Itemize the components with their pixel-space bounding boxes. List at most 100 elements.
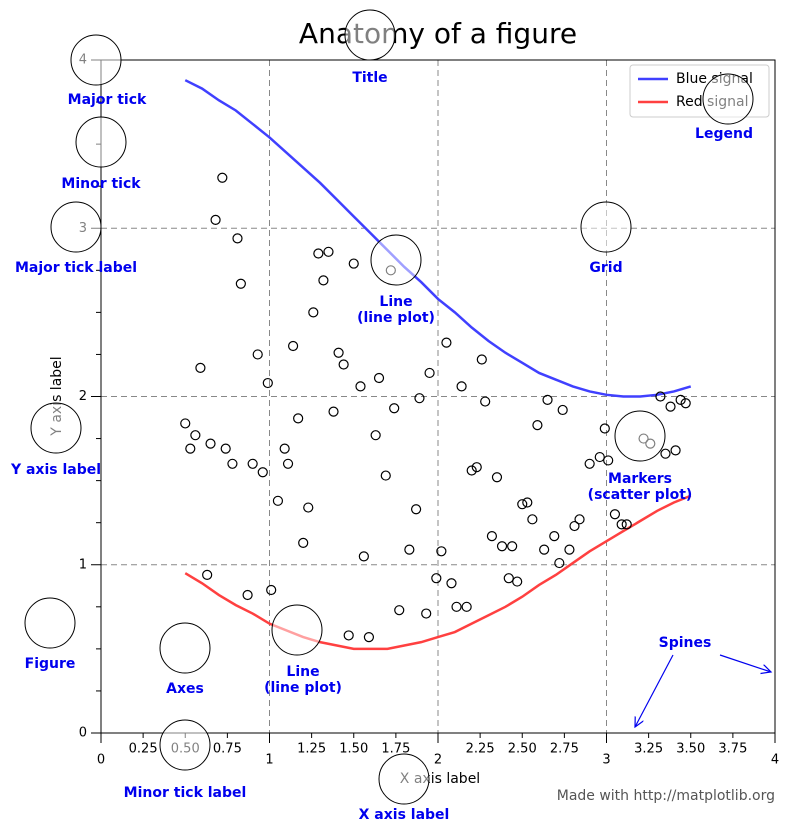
- marker: [503, 573, 514, 584]
- x-minor-tick-label: 0.75: [213, 742, 242, 757]
- marker: [370, 430, 381, 441]
- marker: [549, 531, 560, 542]
- marker: [247, 458, 258, 469]
- x-minor-tick-label: 0.25: [129, 742, 158, 757]
- marker: [557, 404, 568, 416]
- annotation-circle: [344, 9, 396, 61]
- marker: [220, 443, 231, 454]
- marker: [554, 557, 565, 569]
- marker: [527, 514, 538, 525]
- annotation: Major tick: [67, 92, 147, 108]
- marker: [421, 608, 432, 619]
- marker: [338, 359, 349, 370]
- marker: [522, 497, 533, 508]
- marker: [456, 381, 467, 392]
- marker: [660, 448, 671, 459]
- marker: [190, 430, 201, 441]
- marker: [480, 396, 491, 407]
- marker: [262, 377, 273, 389]
- marker: [603, 455, 614, 466]
- x-tick-label: 3: [602, 753, 610, 768]
- x-minor-tick-label: 3.25: [634, 742, 663, 757]
- marker: [451, 601, 462, 612]
- marker: [373, 372, 385, 384]
- annotation-circle: [159, 622, 211, 674]
- line-series: [184, 494, 692, 651]
- marker: [680, 398, 691, 409]
- marker: [303, 502, 314, 513]
- x-minor-tick-label: 3.75: [718, 742, 747, 757]
- x-tick-label: 1: [265, 753, 273, 768]
- marker: [313, 248, 324, 259]
- annotation-circle: [378, 753, 430, 805]
- annotation-circle: [159, 719, 211, 771]
- annotation: X axis label: [358, 807, 450, 823]
- y-tick-label: 0: [79, 726, 87, 741]
- marker: [599, 423, 610, 434]
- marker: [655, 391, 666, 402]
- x-minor-tick-label: 2.50: [508, 742, 537, 757]
- marker: [348, 258, 359, 269]
- marker: [616, 519, 627, 530]
- y-tick-label: 2: [79, 389, 87, 404]
- spines-arrow: [635, 654, 674, 727]
- marker: [217, 172, 228, 183]
- annotation-circle: [271, 604, 323, 656]
- chart-title: Anatomy of a figure: [299, 17, 577, 50]
- marker: [542, 394, 553, 405]
- marker: [609, 509, 621, 520]
- marker: [476, 354, 487, 365]
- marker: [389, 403, 400, 414]
- marker: [621, 519, 632, 530]
- marker: [272, 495, 284, 506]
- annotation-circle: [614, 410, 666, 462]
- y-tick-label: 1: [79, 557, 87, 572]
- x-minor-tick-label: 2.25: [466, 742, 495, 757]
- annotation-circle: [702, 73, 754, 125]
- annotation: Line (line plot): [264, 664, 342, 696]
- marker: [358, 551, 369, 562]
- marker: [404, 544, 415, 555]
- marker: [355, 381, 366, 392]
- marker: [185, 443, 196, 454]
- marker: [235, 278, 246, 289]
- marker: [227, 458, 238, 469]
- marker: [466, 465, 477, 476]
- annotation: Y axis label: [10, 462, 102, 478]
- marker: [436, 546, 447, 557]
- marker: [180, 418, 191, 429]
- marker: [410, 504, 422, 515]
- annotation: Axes: [166, 681, 204, 697]
- x-minor-tick-label: 3.50: [676, 742, 705, 757]
- annotation: Spines: [658, 635, 712, 651]
- marker: [257, 467, 268, 478]
- marker: [446, 578, 457, 589]
- annotation-circle: [24, 597, 76, 649]
- marker: [471, 462, 482, 473]
- marker: [486, 531, 498, 542]
- marker: [564, 544, 575, 555]
- marker: [333, 347, 344, 358]
- marker: [496, 541, 508, 552]
- x-tick-label: 4: [771, 753, 779, 768]
- x-minor-tick-label: 1.50: [339, 742, 368, 757]
- annotation: Minor tick: [61, 176, 141, 192]
- marker: [574, 514, 585, 525]
- marker: [491, 472, 503, 483]
- x-minor-tick-label: 1.75: [381, 742, 410, 757]
- marker: [210, 214, 221, 225]
- marker: [431, 573, 442, 584]
- annotation: Title: [352, 70, 388, 86]
- x-tick-label: 2: [434, 753, 442, 768]
- annotation: Markers (scatter plot): [587, 471, 693, 503]
- annotation-circle: [50, 201, 102, 253]
- marker: [328, 406, 339, 417]
- x-minor-tick-label: 2.75: [550, 742, 579, 757]
- marker: [323, 246, 334, 257]
- line-series: [184, 79, 692, 398]
- annotation: Grid: [589, 260, 623, 276]
- marker: [279, 443, 290, 454]
- marker: [242, 589, 253, 601]
- marker: [293, 413, 304, 424]
